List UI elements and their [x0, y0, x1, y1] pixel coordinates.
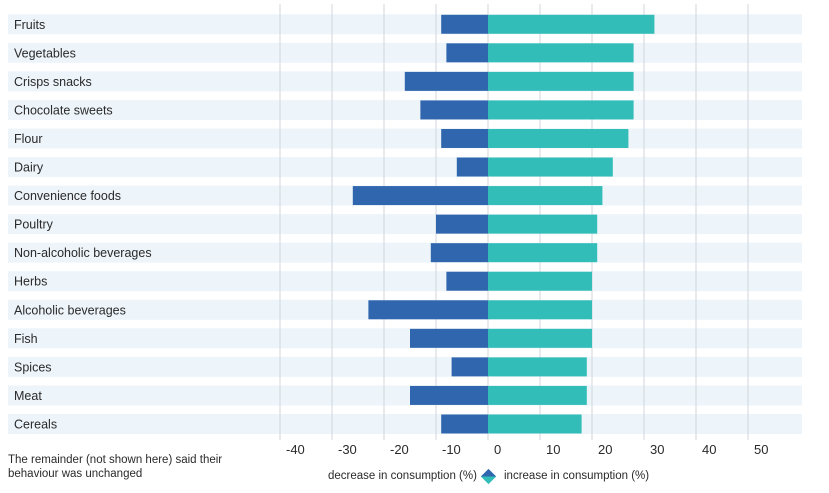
x-tick-label: 30: [650, 442, 664, 457]
category-labels: Fruits Vegetables Crisps snacks Chocolate s…: [14, 18, 152, 432]
x-tick-label: 50: [754, 442, 768, 457]
category-label: Flour: [14, 132, 42, 146]
x-tick-label: 10: [546, 442, 560, 457]
increase-bar-2: [488, 71, 634, 91]
category-label: Poultry: [14, 218, 54, 232]
legend-decrease-label: decrease in consumption (%): [328, 470, 477, 482]
row-band: [8, 328, 802, 349]
category-label: Convenience foods: [14, 189, 121, 203]
category-label: Alcoholic beverages: [14, 303, 126, 317]
x-tick-label: -20: [390, 442, 409, 457]
increase-bar-8: [488, 243, 598, 263]
increase-bar-9: [488, 271, 592, 291]
increase-bar-7: [488, 214, 598, 234]
decrease-bar-2: [404, 71, 488, 91]
category-label: Fruits: [14, 18, 45, 32]
increase-bar-10: [488, 300, 592, 320]
legend-increase-label: increase in consumption (%): [504, 470, 650, 482]
decrease-bar-11: [410, 328, 488, 348]
row-band: [8, 99, 802, 120]
row-band: [8, 42, 802, 63]
increase-bar-3: [488, 100, 634, 120]
increase-bar-1: [488, 43, 634, 63]
increase-bar-14: [488, 414, 582, 434]
decrease-bar-7: [436, 214, 488, 234]
row-band: [8, 271, 802, 292]
row-band: [8, 157, 802, 178]
category-label: Fish: [14, 332, 38, 346]
decrease-bar-12: [451, 357, 488, 377]
category-label: Cereals: [14, 417, 57, 431]
bars: [352, 14, 655, 434]
decrease-bar-1: [446, 43, 488, 63]
footnote: The remainder (not shown here) said thei…: [8, 454, 223, 480]
category-label: Spices: [14, 360, 52, 374]
row-band: [8, 385, 802, 406]
row-band: [8, 413, 802, 434]
increase-bar-11: [488, 328, 592, 348]
category-label: Crisps snacks: [14, 75, 92, 89]
increase-bar-6: [488, 186, 603, 206]
x-tick-label: -40: [286, 442, 305, 457]
category-label: Vegetables: [14, 46, 76, 60]
decrease-bar-10: [368, 300, 488, 320]
row-band: [8, 356, 802, 377]
category-label: Herbs: [14, 275, 47, 289]
x-axis-tick-labels: -40 -30 -20 -10 0 10 20 30 40 50: [286, 442, 768, 457]
decrease-bar-8: [430, 243, 488, 263]
row-band: [8, 214, 802, 235]
category-label: Dairy: [14, 161, 44, 175]
x-tick-label: 20: [598, 442, 612, 457]
decrease-bar-3: [420, 100, 488, 120]
x-tick-label: -30: [338, 442, 357, 457]
increase-bar-0: [488, 14, 655, 34]
decrease-bar-5: [456, 157, 488, 177]
decrease-bar-0: [441, 14, 488, 34]
category-label: Meat: [14, 389, 42, 403]
decrease-bar-13: [410, 385, 488, 405]
decrease-bar-14: [441, 414, 488, 434]
increase-bar-12: [488, 357, 587, 377]
category-label: Non-alcoholic beverages: [14, 246, 152, 260]
row-bands: [8, 14, 802, 434]
increase-bar-13: [488, 385, 587, 405]
decrease-bar-6: [352, 186, 488, 206]
decrease-bar-9: [446, 271, 488, 291]
x-tick-label: -10: [442, 442, 461, 457]
x-tick-label: 0: [494, 442, 501, 457]
row-band: [8, 14, 802, 35]
row-band: [8, 128, 802, 149]
decrease-bar-4: [441, 128, 488, 148]
x-tick-label: 40: [702, 442, 716, 457]
row-band: [8, 242, 802, 263]
increase-bar-4: [488, 128, 629, 148]
increase-bar-5: [488, 157, 613, 177]
category-label: Chocolate sweets: [14, 103, 113, 117]
